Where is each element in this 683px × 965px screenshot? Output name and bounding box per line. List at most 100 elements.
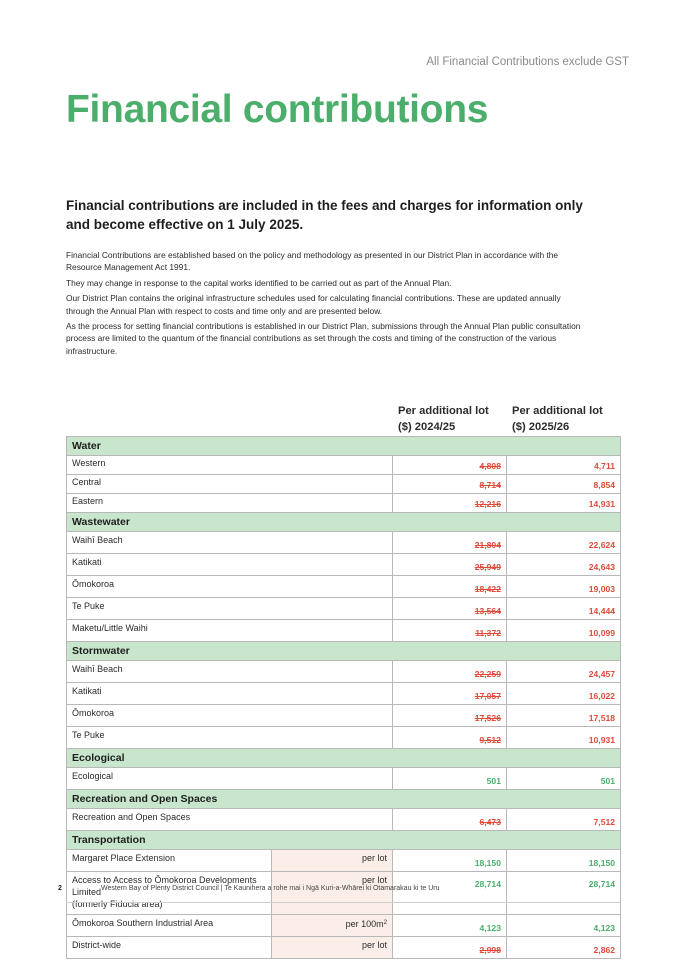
section-title: Water <box>65 436 622 456</box>
table-row: Ōmokoroa 18,422 19,003 <box>66 575 622 598</box>
value-2025-26: 10,099 <box>505 619 622 642</box>
row-name-line: Access to Access to Ōmokoroa Development… <box>72 875 257 897</box>
value-2024-25: 4,123 <box>392 914 507 937</box>
table-row: District-wide per lot 2,998 2,862 <box>66 936 622 959</box>
table-row: Western 4,808 4,711 <box>66 455 622 475</box>
table-row: Ōmokoroa Southern Industrial Area per 10… <box>66 914 622 937</box>
value-2025-26: 28,714 <box>505 871 622 915</box>
row-name: Central <box>66 474 393 494</box>
row-name: District-wide <box>66 936 272 959</box>
table-row: Te Puke 9,512 10,931 <box>66 726 622 749</box>
value-2024-25: 25,949 <box>392 553 507 576</box>
table-row: Eastern 12,216 14,931 <box>66 493 622 513</box>
value-2025-26: 24,457 <box>505 660 622 683</box>
value-2024-25: 18,150 <box>392 849 507 872</box>
value-2025-26: 14,931 <box>505 493 622 513</box>
row-name: Recreation and Open Spaces <box>66 808 393 831</box>
value-2025-26: 16,022 <box>505 682 622 705</box>
value-2024-25: 18,422 <box>392 575 507 598</box>
table-row: Margaret Place Extension per lot 18,150 … <box>66 849 622 872</box>
row-name: Access to Access to Ōmokoroa Development… <box>66 871 272 915</box>
row-name: Ōmokoroa Southern Industrial Area <box>66 914 272 937</box>
row-name: Te Puke <box>66 597 393 620</box>
table-row: Maketu/Little Waihi 11,372 10,099 <box>66 619 622 642</box>
column-header-line: ($) 2025/26 <box>512 420 570 433</box>
value-2025-26: 501 <box>505 767 622 790</box>
row-unit: per lot <box>271 871 393 915</box>
value-2025-26: 22,624 <box>505 531 622 554</box>
section-title: Recreation and Open Spaces <box>65 789 622 809</box>
row-unit: per lot <box>271 849 393 872</box>
value-2024-25: 2,998 <box>392 936 507 959</box>
row-name: Ōmokoroa <box>66 575 393 598</box>
intro-paragraph: They may change in response to the capit… <box>66 277 452 288</box>
row-name: Maketu/Little Waihi <box>66 619 393 642</box>
gst-note: All Financial Contributions exclude GST <box>426 56 629 68</box>
section-title: Stormwater <box>65 641 622 661</box>
value-2025-26: 2,862 <box>505 936 622 959</box>
section-header-recreation: Recreation and Open Spaces <box>65 789 622 809</box>
section-title: Transportation <box>65 830 622 850</box>
table-row: Katikati 17,057 16,022 <box>66 682 622 705</box>
column-header-line: Per additional lot <box>398 405 489 417</box>
value-2024-25: 4,808 <box>392 455 507 475</box>
row-name: Waihī Beach <box>66 660 393 683</box>
table-row: Central 8,714 8,854 <box>66 474 622 494</box>
value-2024-25: 13,564 <box>392 597 507 620</box>
column-header-2025-26: Per additional lot ($) 2025/26 <box>512 404 603 435</box>
row-name: Eastern <box>66 493 393 513</box>
value-2024-25: 11,372 <box>392 619 507 642</box>
row-unit: per 100m2 <box>271 914 393 937</box>
page-number: 2 <box>58 885 62 892</box>
intro-paragraph: Financial Contributions are established … <box>66 250 559 273</box>
section-header-water: Water <box>65 436 622 456</box>
value-2024-25: 12,216 <box>392 493 507 513</box>
value-2025-26: 19,003 <box>505 575 622 598</box>
page-footer: 2 Western Bay of Plenty District Council… <box>58 885 620 903</box>
column-header-line: ($) 2024/25 <box>398 420 456 433</box>
value-2024-25: 22,259 <box>392 660 507 683</box>
value-2024-25: 21,804 <box>392 531 507 554</box>
section-header-transportation: Transportation <box>65 830 622 850</box>
value-2025-26: 4,123 <box>505 914 622 937</box>
value-2024-25: 17,526 <box>392 704 507 727</box>
row-name: Katikati <box>66 682 393 705</box>
row-name: Ecological <box>66 767 393 790</box>
intro-paragraph: As the process for setting financial con… <box>66 321 581 356</box>
table-row: Katikati 25,949 24,643 <box>66 553 622 576</box>
value-2025-26: 24,643 <box>505 553 622 576</box>
row-name: Ōmokoroa <box>66 704 393 727</box>
section-title: Ecological <box>65 748 622 768</box>
unit-superscript: 2 <box>383 920 387 926</box>
intro-text: Financial Contributions are established … <box>66 249 590 360</box>
table-row: Waihī Beach 21,804 22,624 <box>66 531 622 554</box>
value-2024-25: 6,473 <box>392 808 507 831</box>
value-2024-25: 17,057 <box>392 682 507 705</box>
value-2025-26: 4,711 <box>505 455 622 475</box>
column-header-line: Per additional lot <box>512 405 603 417</box>
row-name: Margaret Place Extension <box>66 849 272 872</box>
value-2025-26: 7,512 <box>505 808 622 831</box>
column-header-2024-25: Per additional lot ($) 2024/25 <box>398 404 489 435</box>
section-header-wastewater: Wastewater <box>65 512 622 532</box>
value-2024-25: 501 <box>392 767 507 790</box>
row-name-line: (formerly Fiducia area) <box>72 899 163 909</box>
value-2025-26: 18,150 <box>505 849 622 872</box>
row-name: Western <box>66 455 393 475</box>
table-row: Ōmokoroa 17,526 17,518 <box>66 704 622 727</box>
page-subtitle: Financial contributions are included in … <box>66 198 583 232</box>
table-row: Ecological 501 501 <box>66 767 622 790</box>
value-2025-26: 10,931 <box>505 726 622 749</box>
section-header-ecological: Ecological <box>65 748 622 768</box>
footer-text: Western Bay of Plenty District Council |… <box>101 885 440 892</box>
value-2024-25: 9,512 <box>392 726 507 749</box>
value-2025-26: 14,444 <box>505 597 622 620</box>
financial-contributions-table: Water Western 4,808 4,711 Central 8,714 … <box>65 436 622 959</box>
section-header-stormwater: Stormwater <box>65 641 622 661</box>
unit-text: per 100m <box>345 919 384 929</box>
value-2025-26: 8,854 <box>505 474 622 494</box>
row-unit: per lot <box>271 936 393 959</box>
table-row: Te Puke 13,564 14,444 <box>66 597 622 620</box>
value-2025-26: 17,518 <box>505 704 622 727</box>
row-name: Waihī Beach <box>66 531 393 554</box>
